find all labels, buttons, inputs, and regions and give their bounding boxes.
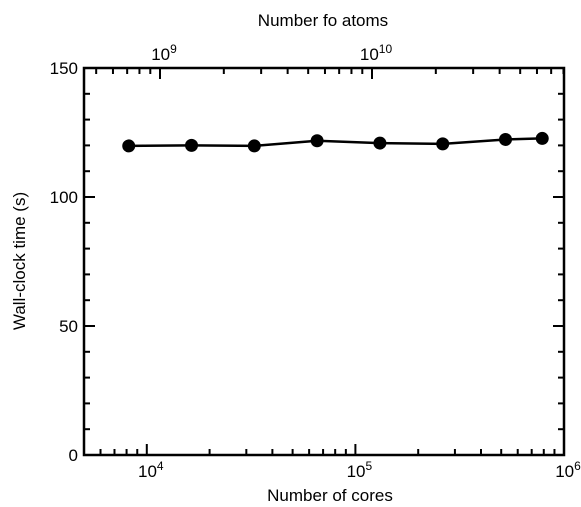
tick-labels: 0 50 100 150 104 105 106 109 1010 <box>50 42 581 481</box>
y-axis-title: Wall-clock time (s) <box>10 192 29 330</box>
axis-ticks <box>83 67 565 456</box>
y-tick-label: 0 <box>69 446 78 465</box>
series-line <box>128 137 543 148</box>
y-tick-label: 50 <box>59 317 78 336</box>
data-point <box>247 139 261 153</box>
data-point <box>373 136 387 150</box>
x-axis-title: Number of cores <box>267 486 393 505</box>
top-tick-label: 1010 <box>360 42 393 64</box>
data-point <box>310 134 324 148</box>
plot-frame <box>82 66 566 457</box>
x-tick-label: 105 <box>347 459 373 481</box>
data-series <box>122 131 549 153</box>
data-point <box>499 132 513 146</box>
y-tick-label: 150 <box>50 59 78 78</box>
y-tick-label: 100 <box>50 188 78 207</box>
data-point <box>436 137 450 151</box>
x-tick-label: 104 <box>138 459 164 481</box>
x-tick-label: 106 <box>555 459 581 481</box>
data-point <box>535 131 549 145</box>
data-point <box>185 138 199 152</box>
top-tick-label: 109 <box>151 42 177 64</box>
top-axis-title: Number fo atoms <box>258 11 388 30</box>
data-point <box>122 139 136 153</box>
